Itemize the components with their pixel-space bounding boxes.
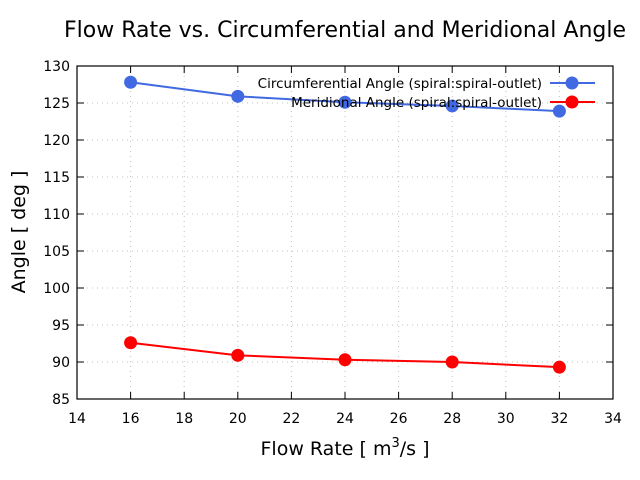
series-group — [124, 75, 566, 374]
x-axis-label-superscript: 3 — [391, 436, 399, 451]
data-point — [124, 75, 138, 89]
y-tick-label: 120 — [43, 133, 70, 149]
data-point — [445, 355, 459, 369]
legend-item: Meridional Angle (spiral:spiral-outlet) — [291, 95, 595, 111]
y-tick-label: 115 — [43, 170, 70, 186]
y-tick-label: 95 — [52, 318, 70, 334]
x-tick-label: 34 — [604, 411, 622, 427]
y-axis-ticks: 85 90 95 100 105 110 115 120 125 130 — [43, 59, 613, 408]
x-tick-label: 30 — [497, 411, 515, 427]
x-tick-label: 28 — [443, 411, 461, 427]
x-tick-label: 14 — [68, 411, 86, 427]
data-point — [338, 353, 352, 367]
legend-marker — [565, 95, 579, 109]
y-tick-label: 110 — [43, 207, 70, 223]
data-point — [445, 99, 459, 113]
y-tick-label: 105 — [43, 244, 70, 260]
x-axis-label-unit: /s ] — [400, 438, 430, 460]
x-tick-label: 26 — [390, 411, 408, 427]
data-point — [231, 348, 245, 362]
data-point — [231, 89, 245, 103]
chart-title: Flow Rate vs. Circumferential and Meridi… — [64, 18, 626, 43]
axes — [76, 65, 614, 400]
data-point — [552, 360, 566, 374]
data-point — [338, 95, 352, 109]
y-tick-label: 100 — [43, 281, 70, 297]
plot-frame — [76, 65, 614, 400]
legend: Circumferential Angle (spiral:spiral-out… — [258, 76, 595, 111]
y-tick-label: 85 — [52, 392, 70, 408]
legend-label: Circumferential Angle (spiral:spiral-out… — [258, 76, 542, 92]
grid — [77, 66, 613, 399]
x-tick-label: 32 — [550, 411, 568, 427]
x-axis-ticks: 14 16 18 20 22 24 26 28 30 32 34 — [68, 66, 622, 427]
y-tick-label: 130 — [43, 59, 70, 75]
data-point — [552, 104, 566, 118]
x-axis-label-main: Flow Rate [ m — [260, 438, 391, 460]
x-tick-label: 24 — [336, 411, 354, 427]
x-axis-label: Flow Rate [ m3/s ] — [260, 436, 429, 460]
legend-label: Meridional Angle (spiral:spiral-outlet) — [291, 95, 542, 111]
legend-marker — [565, 76, 579, 90]
legend-item: Circumferential Angle (spiral:spiral-out… — [258, 76, 595, 92]
y-tick-label: 125 — [43, 96, 70, 112]
y-tick-label: 90 — [52, 355, 70, 371]
data-point — [124, 336, 138, 350]
x-tick-label: 16 — [122, 411, 140, 427]
series-meridional-angle — [124, 336, 566, 374]
x-tick-label: 22 — [282, 411, 300, 427]
x-tick-label: 20 — [229, 411, 247, 427]
x-tick-label: 18 — [175, 411, 193, 427]
y-axis-label: Angle [ deg ] — [8, 171, 30, 294]
series-circumferential-angle — [124, 75, 566, 118]
